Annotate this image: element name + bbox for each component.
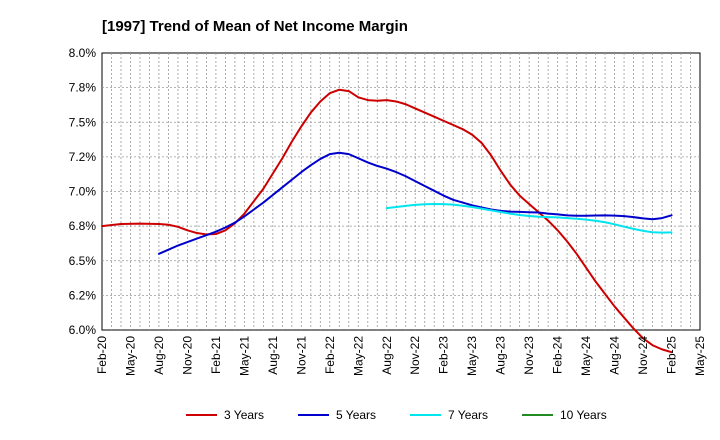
x-tick-label: May-24 — [579, 336, 593, 376]
x-tick-label: Aug-21 — [266, 336, 280, 375]
x-tick-label: Feb-20 — [95, 336, 109, 374]
y-tick-label: 6.2% — [69, 288, 97, 302]
y-axis-labels: 6.0% 6.2% 6.5% 6.8% 7.0% 7.2% 7.5% 7.8% 8.0% — [69, 46, 97, 337]
x-axis-labels: Feb-20 May-20 Aug-20 Nov-20 Feb-21 May-21 Aug-… — [95, 336, 707, 376]
x-tick-label: May-23 — [465, 336, 479, 376]
x-tick-label: Feb-22 — [323, 336, 337, 374]
y-tick-label: 7.5% — [69, 115, 97, 129]
legend-label-3-years: 3 Years — [224, 408, 264, 422]
x-tick-label: Feb-23 — [437, 336, 451, 374]
x-tick-label: Aug-23 — [494, 336, 508, 375]
plot-frame — [101, 52, 701, 331]
plot-area — [101, 52, 701, 331]
x-tick-label: Nov-23 — [522, 336, 536, 375]
legend-label-7-years: 7 Years — [448, 408, 488, 422]
series-line-3-years — [101, 88, 673, 354]
x-tick-label: Aug-24 — [608, 336, 622, 375]
x-tick-label: May-20 — [123, 336, 137, 376]
series-line-5-years — [157, 151, 673, 255]
x-tick-label: Feb-21 — [209, 336, 223, 374]
legend-label-10-years: 10 Years — [560, 408, 607, 422]
legend: 3 Years 5 Years 7 Years 10 Years — [186, 408, 607, 422]
y-tick-label: 7.0% — [69, 185, 97, 199]
series-layer — [101, 88, 673, 354]
x-tick-label: May-21 — [237, 336, 251, 376]
x-tick-label: Aug-22 — [380, 336, 394, 375]
chart-title: [1997] Trend of Mean of Net Income Margi… — [102, 18, 408, 35]
y-tick-label: 8.0% — [69, 46, 97, 60]
x-tick-label: Feb-25 — [665, 336, 679, 374]
x-tick-label: Aug-20 — [152, 336, 166, 375]
legend-label-5-years: 5 Years — [336, 408, 376, 422]
y-tick-label: 7.8% — [69, 81, 97, 95]
x-tick-label: Nov-24 — [636, 336, 650, 375]
y-tick-label: 7.2% — [69, 150, 97, 164]
y-tick-label: 6.5% — [69, 254, 97, 268]
y-tick-label: 6.0% — [69, 323, 97, 337]
y-tick-label: 6.8% — [69, 219, 97, 233]
x-tick-label: Nov-20 — [180, 336, 194, 375]
x-tick-label: Nov-22 — [408, 336, 422, 375]
x-tick-label: May-25 — [693, 336, 707, 376]
series-line-7-years — [385, 202, 673, 234]
x-tick-label: May-22 — [351, 336, 365, 376]
x-tick-label: Nov-21 — [294, 336, 308, 375]
x-tick-label: Feb-24 — [551, 336, 565, 374]
